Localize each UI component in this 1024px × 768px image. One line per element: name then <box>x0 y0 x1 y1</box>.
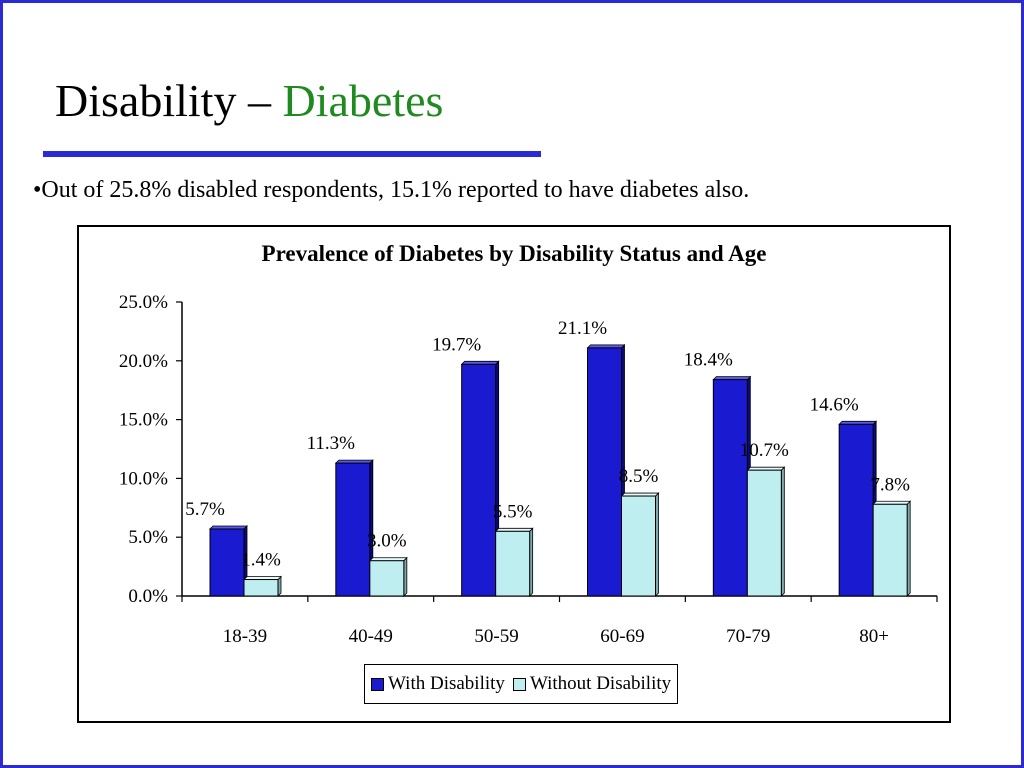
bar-with-disability <box>838 423 874 597</box>
title-accent: Diabetes <box>282 75 444 126</box>
data-label: 7.8% <box>870 474 910 495</box>
bar-without-disability <box>746 469 782 597</box>
y-tick-label: 0.0% <box>128 586 168 607</box>
data-label: 5.5% <box>493 501 533 522</box>
bar-with-disability <box>587 347 622 597</box>
bullet-text: •Out of 25.8% disabled respondents, 15.1… <box>33 177 750 203</box>
bar-with-disability <box>461 363 497 597</box>
data-label: 21.1% <box>558 318 607 339</box>
data-label: 14.6% <box>810 394 859 415</box>
data-label: 3.0% <box>367 531 407 552</box>
slide-title: Disability – Diabetes <box>55 73 443 129</box>
bar-without-disability <box>872 503 908 597</box>
bar-without-disability <box>621 495 656 597</box>
bar-with-disability <box>712 379 748 597</box>
title-main: Disability – <box>55 75 283 126</box>
legend-swatch-with-disability <box>371 677 384 691</box>
bar-chart: 0.0% 5.0% 10.0% 15.0% 20.0% 25.0% 18-39 5.7% 1.4… <box>119 292 938 647</box>
data-label: 1.4% <box>241 550 281 571</box>
data-label: 19.7% <box>432 334 481 355</box>
data-label: 10.7% <box>740 440 789 461</box>
y-tick-label: 20.0% <box>119 351 168 372</box>
chart-frame: Prevalence of Diabetes by Disability Sta… <box>77 225 951 723</box>
x-tick-label: 60-69 <box>600 626 644 647</box>
chart-title: Prevalence of Diabetes by Disability Sta… <box>261 241 767 266</box>
y-tick-label: 5.0% <box>128 527 168 548</box>
chart-legend: With Disability Without Disability <box>364 664 679 704</box>
x-tick-label: 70-79 <box>726 626 770 647</box>
title-underline <box>43 151 541 157</box>
bar-without-disability <box>243 579 279 597</box>
bar-without-disability <box>495 530 531 597</box>
x-tick-label: 50-59 <box>474 626 518 647</box>
legend-item-with-disability: With Disability <box>371 673 505 695</box>
data-label: 5.7% <box>185 499 225 520</box>
data-label: 18.4% <box>684 350 733 371</box>
bar-with-disability <box>335 462 371 597</box>
legend-item-without-disability: Without Disability <box>512 673 672 695</box>
y-tick-label: 15.0% <box>119 410 168 431</box>
legend-swatch-without-disability <box>512 677 526 691</box>
x-tick-label: 80+ <box>859 626 889 647</box>
bar-without-disability <box>369 560 405 597</box>
y-tick-label: 10.0% <box>119 468 168 489</box>
data-label: 8.5% <box>619 466 659 487</box>
x-tick-label: 18-39 <box>223 626 267 647</box>
y-tick-label: 25.0% <box>119 292 168 313</box>
x-tick-label: 40-49 <box>349 626 393 647</box>
legend-label-without-disability: Without Disability <box>529 673 672 694</box>
bar-with-disability <box>209 528 245 597</box>
legend-label-with-disability: With Disability <box>388 673 505 694</box>
data-label: 11.3% <box>307 433 356 454</box>
